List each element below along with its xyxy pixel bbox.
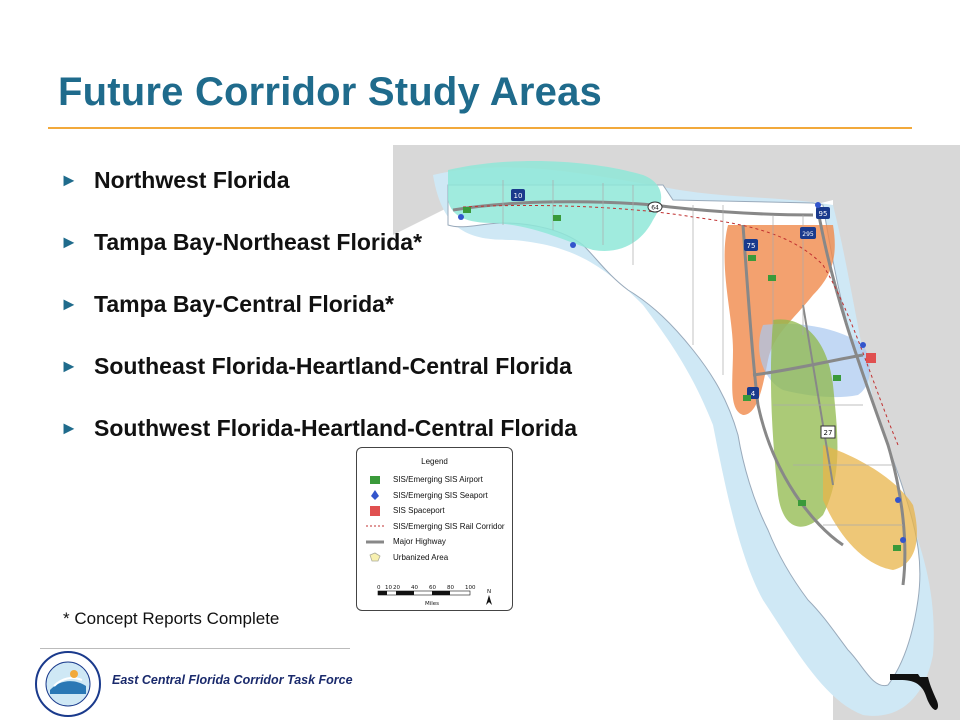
legend-item: Urbanized Area [357,550,512,566]
route-shield-i10: 10 [511,189,525,201]
route-shield-sr64: 64 [647,201,663,213]
rail-corridor [462,204,899,446]
scale-tick: 0 [377,585,381,591]
scale-unit: Miles [425,601,439,607]
airport-icon [365,475,385,484]
bullet-item: ► Tampa Bay-Northeast Florida* [60,224,577,260]
legend-label: SIS Spaceport [393,506,445,516]
bullet-arrow-icon: ► [60,231,78,252]
task-force-seal-logo [35,651,101,717]
southeast-study-area [823,445,917,570]
route-shield-i95: 95 [816,207,830,219]
seaport-icon [365,490,385,501]
highway-icon [365,540,385,544]
north-arrow-icon [486,595,492,605]
legend-item: SIS/Emerging SIS Airport [357,472,512,488]
county-lines [502,180,903,526]
airport-markers [463,207,901,551]
north-label: N [487,589,491,595]
route-shield-us27: 27 [820,425,836,439]
urban-area-icon [365,552,385,562]
legend-item: SIS Spaceport [357,503,512,519]
map-legend: Legend SIS/Emerging SIS Airport SIS/Emer… [356,447,513,611]
bullet-arrow-icon: ► [60,355,78,376]
legend-label: Urbanized Area [393,552,449,562]
scale-bar: 0 10 20 40 60 80 100 Miles N [377,585,492,607]
svg-text:64: 64 [651,205,659,212]
highway-i75 [741,224,844,547]
bullet-list: ► Northwest Florida ► Tampa Bay-Northeast … [60,162,577,472]
legend-label: Major Highway [393,537,446,547]
svg-text:27: 27 [824,429,833,437]
legend-label: SIS/Emerging SIS Airport [393,475,483,485]
bullet-text: Southwest Florida-Heartland-Central Flor… [94,414,578,441]
bullet-text: Tampa Bay-Northeast Florida* [94,228,423,255]
scale-tick: 80 [447,585,454,591]
rail-icon [365,524,385,528]
bullet-arrow-icon: ► [60,169,78,190]
footer-divider [40,648,350,649]
bullet-item: ► Southwest Florida-Heartland-Central Flo… [60,410,577,446]
spaceport-icon [365,505,385,516]
bullet-text: Tampa Bay-Central Florida* [94,290,394,317]
florida-state-icon [890,674,939,710]
title-divider [48,127,912,129]
southwest-study-area [770,319,838,527]
scale-tick: 100 [465,585,476,591]
footnote: * Concept Reports Complete [63,609,280,628]
route-shield-i295: 295 [800,227,816,239]
spaceport-marker [866,353,876,363]
highway-us27 [802,304,834,486]
legend-title: Legend [421,457,448,466]
florida-corridor-map: 10 75 95 295 27 4 64 [393,145,960,720]
scale-tick: 60 [429,585,436,591]
scale-tick: 20 [393,585,400,591]
bullet-arrow-icon: ► [60,293,78,314]
scale-tick: 40 [411,585,418,591]
svg-text:75: 75 [747,242,756,250]
bullet-text: Southeast Florida-Heartland-Central Flor… [94,352,572,379]
bullet-item: ► Northwest Florida [60,162,577,198]
bullet-arrow-icon: ► [60,417,78,438]
highway-i4 [752,353,864,377]
route-shield-i75: 75 [744,239,758,251]
svg-text:295: 295 [802,231,814,238]
slide-title: Future Corridor Study Areas [58,70,602,114]
legend-label: SIS/Emerging SIS Seaport [393,490,488,500]
legend-item: SIS/Emerging SIS Rail Corridor [357,519,512,535]
organization-name: East Central Florida Corridor Task Force [112,673,353,687]
legend-label: SIS/Emerging SIS Rail Corridor [393,521,505,531]
legend-item: SIS/Emerging SIS Seaport [357,488,512,504]
svg-text:10: 10 [514,192,523,200]
bullet-text: Northwest Florida [94,166,290,193]
svg-text:4: 4 [751,390,756,398]
svg-text:95: 95 [819,210,828,218]
seaport-markers [458,202,906,543]
legend-item: Major Highway [357,534,512,550]
bullet-item: ► Southeast Florida-Heartland-Central Flo… [60,348,577,384]
scale-tick: 10 [385,585,392,591]
bullet-item: ► Tampa Bay-Central Florida* [60,286,577,322]
